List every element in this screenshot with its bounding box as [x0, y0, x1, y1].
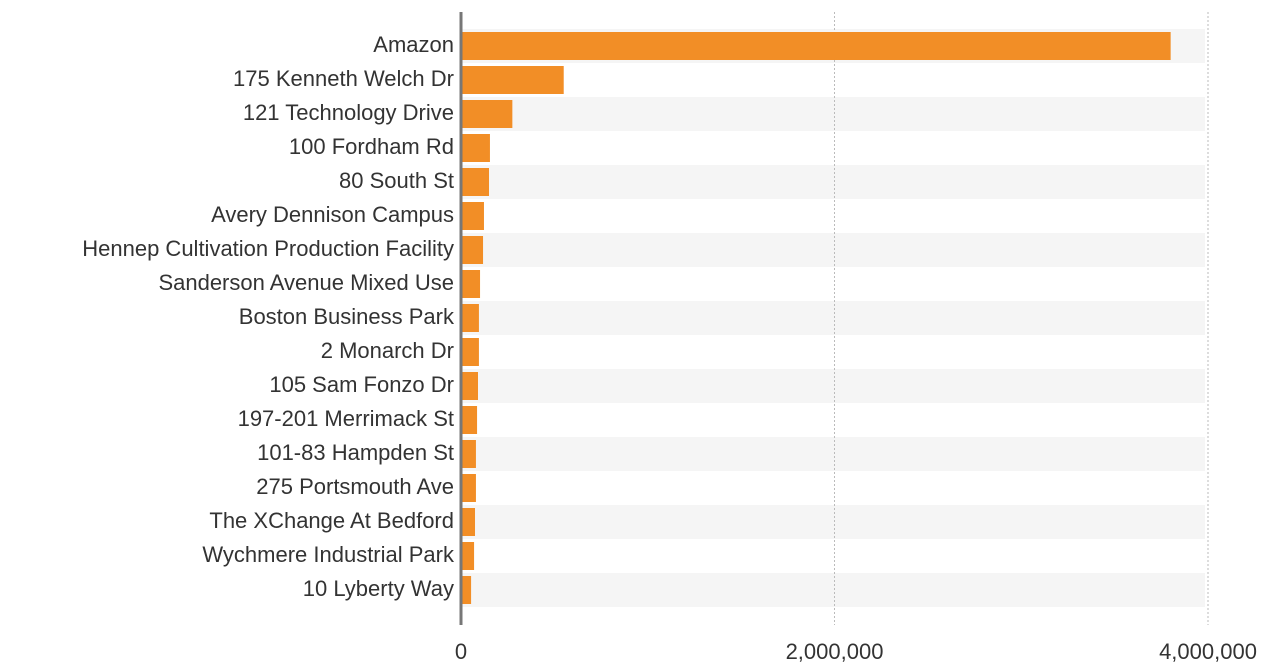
bar: [461, 508, 476, 536]
y-tick-label: 10 Lyberty Way: [303, 576, 454, 601]
row-stripe: [461, 369, 1205, 403]
bar: [461, 474, 476, 502]
x-tick-label: 0: [455, 639, 467, 664]
y-tick-label: 80 South St: [339, 168, 454, 193]
row-stripe: [461, 573, 1205, 607]
row-stripe: [461, 165, 1205, 199]
bar: [461, 32, 1171, 60]
bar: [461, 270, 481, 298]
row-stripe: [461, 97, 1205, 131]
bar: [461, 304, 479, 332]
y-tick-label: 121 Technology Drive: [243, 100, 454, 125]
row-stripe: [461, 505, 1205, 539]
bar: [461, 134, 490, 162]
y-tick-label: Hennep Cultivation Production Facility: [82, 236, 454, 261]
y-tick-label: 175 Kenneth Welch Dr: [233, 66, 454, 91]
y-tick-label: 197-201 Merrimack St: [238, 406, 454, 431]
x-tick-label: 4,000,000: [1159, 639, 1257, 664]
bar: [461, 338, 479, 366]
y-tick-label: Wychmere Industrial Park: [202, 542, 455, 567]
bar: [461, 576, 472, 604]
bar: [461, 406, 478, 434]
y-tick-label: 100 Fordham Rd: [289, 134, 454, 159]
row-stripe: [461, 233, 1205, 267]
bar: [461, 100, 513, 128]
row-stripe: [461, 437, 1205, 471]
x-tick-label: 2,000,000: [786, 639, 884, 664]
bar: [461, 372, 478, 400]
y-tick-label: Avery Dennison Campus: [211, 202, 454, 227]
bar: [461, 440, 476, 468]
bar: [461, 202, 484, 230]
y-tick-label: 101-83 Hampden St: [257, 440, 454, 465]
y-tick-label: 105 Sam Fonzo Dr: [269, 372, 454, 397]
bar: [461, 168, 490, 196]
y-tick-label: Boston Business Park: [239, 304, 455, 329]
bar: [461, 66, 564, 94]
y-tick-label: Sanderson Avenue Mixed Use: [158, 270, 454, 295]
bar: [461, 236, 484, 264]
y-tick-label: 275 Portsmouth Ave: [256, 474, 454, 499]
y-tick-label: 2 Monarch Dr: [321, 338, 454, 363]
y-tick-label: The XChange At Bedford: [209, 508, 454, 533]
row-stripe: [461, 301, 1205, 335]
y-tick-label: Amazon: [373, 32, 454, 57]
bar: [461, 542, 475, 570]
